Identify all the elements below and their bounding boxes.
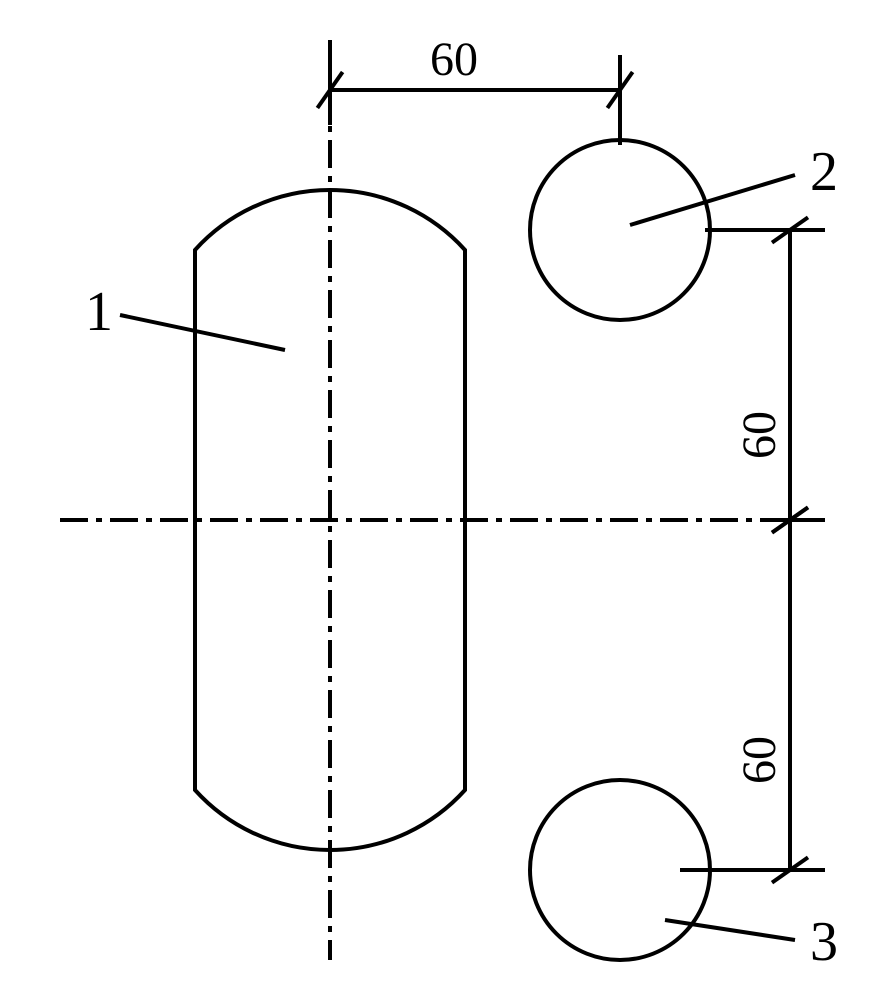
dim-right-upper-value: 60 (733, 411, 786, 459)
callout-three-label: 3 (810, 911, 838, 973)
callout-one-label: 1 (85, 281, 113, 343)
dim-top-value: 60 (430, 33, 478, 86)
callout-two-label: 2 (810, 141, 838, 203)
dim-right-lower-value: 60 (733, 736, 786, 784)
callout-two-leader (630, 175, 795, 225)
upper-circle (530, 140, 710, 320)
callout-one-leader (120, 315, 285, 350)
